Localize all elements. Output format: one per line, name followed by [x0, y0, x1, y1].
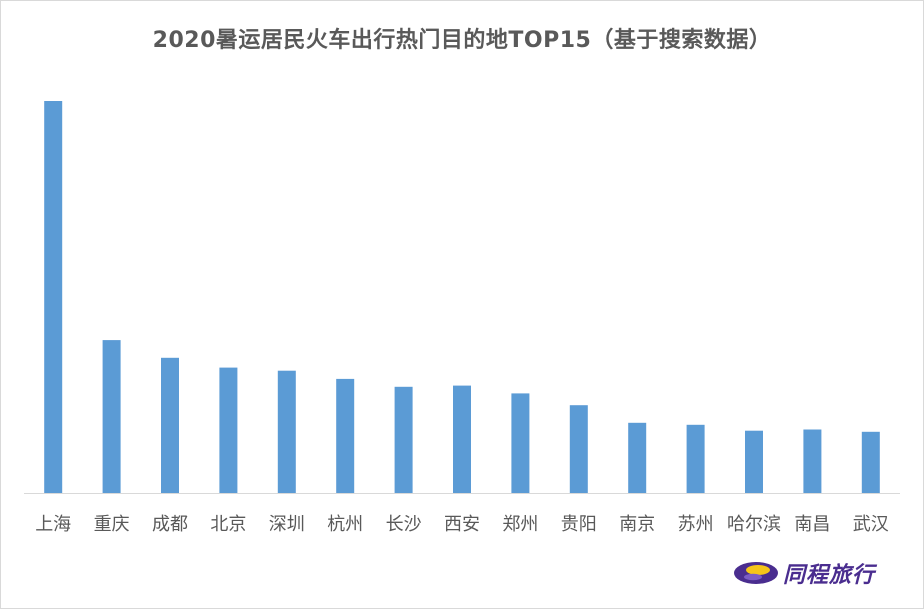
bar-13: [745, 430, 763, 493]
x-tick-label: 深圳: [269, 514, 305, 535]
x-tick-label: 哈尔滨: [727, 514, 781, 535]
bar-7: [394, 386, 413, 493]
brand-logo-text: 同程旅行: [783, 563, 876, 588]
x-tick-label: 郑州: [502, 514, 538, 535]
bar-5: [277, 370, 296, 493]
x-tick-label: 成都: [152, 514, 188, 535]
bar-12: [686, 424, 705, 493]
bar-10: [569, 405, 588, 493]
tongcheng-logo-icon: [734, 562, 778, 584]
bar-3: [161, 357, 179, 493]
brand-logo: 同程旅行: [733, 557, 875, 589]
x-tick-label: 上海: [35, 514, 71, 535]
bar-9: [511, 393, 530, 493]
bar-14: [803, 429, 822, 493]
bar-8: [453, 385, 471, 493]
x-tick-label: 苏州: [678, 514, 714, 535]
bar-15: [861, 431, 880, 493]
x-tick-label: 武汉: [853, 514, 889, 535]
x-tick-label: 贵阳: [561, 514, 597, 535]
bar-6: [336, 378, 355, 493]
bar-11: [628, 422, 647, 493]
x-tick-label: 北京: [210, 514, 246, 535]
bar-2: [102, 340, 121, 493]
bar-1: [44, 101, 63, 493]
x-tick-label: 西安: [444, 514, 480, 535]
x-tick-label: 南昌: [794, 514, 830, 535]
x-tick-label: 南京: [619, 514, 655, 535]
x-tick-label: 长沙: [386, 514, 422, 535]
bar-4: [219, 367, 238, 493]
x-tick-label: 杭州: [327, 514, 363, 535]
chart-title: 2020暑运居民火车出行热门目的地TOP15（基于搜索数据）: [152, 28, 772, 53]
x-tick-label: 重庆: [94, 514, 130, 535]
